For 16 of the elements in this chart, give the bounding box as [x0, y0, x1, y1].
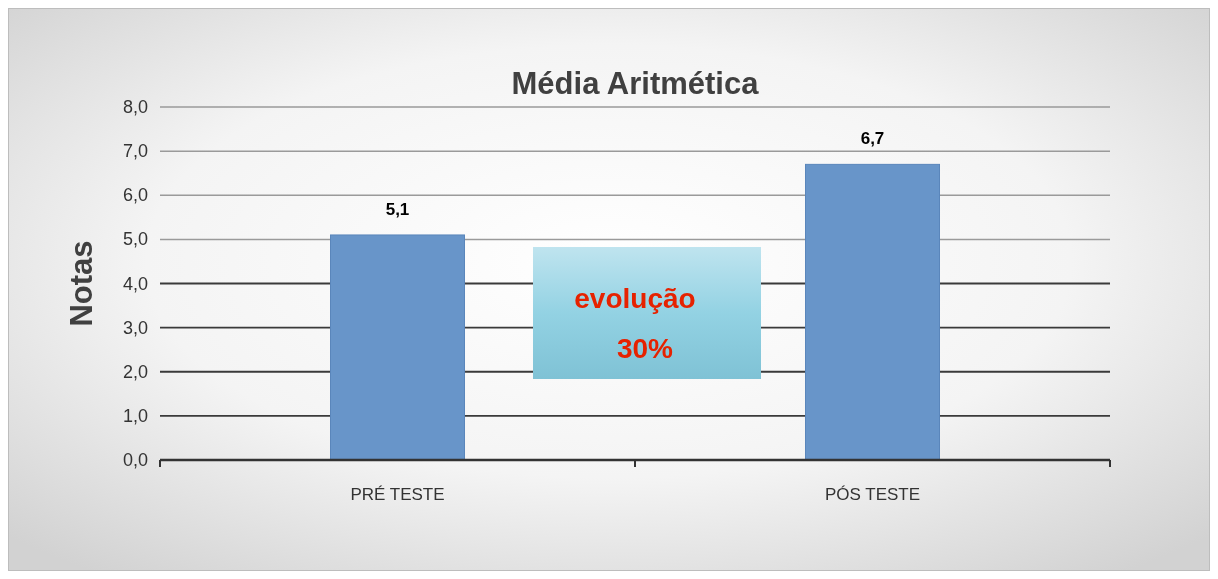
- chart-title: Média Aritmética: [511, 66, 760, 101]
- y-axis-title: Notas: [64, 240, 99, 327]
- data-label: 6,7: [860, 129, 885, 149]
- y-tick-label: 2,0: [122, 361, 148, 382]
- x-tick-label: PRÉ TESTE: [350, 485, 445, 504]
- y-tick-label: 1,0: [122, 405, 148, 426]
- y-tick-label: 8,0: [122, 97, 148, 117]
- data-label: 5,1: [385, 199, 410, 219]
- annotation: evolução 30%: [574, 283, 696, 364]
- y-tick-label: 4,0: [122, 273, 148, 294]
- x-tick-label: PÓS TESTE: [824, 485, 921, 504]
- y-tick-label: 7,0: [122, 141, 148, 162]
- y-tick-label: 5,0: [122, 229, 148, 250]
- y-tick-label: 0,0: [122, 450, 148, 470]
- y-tick-label: 6,0: [122, 185, 148, 206]
- y-tick-label: 3,0: [122, 317, 148, 338]
